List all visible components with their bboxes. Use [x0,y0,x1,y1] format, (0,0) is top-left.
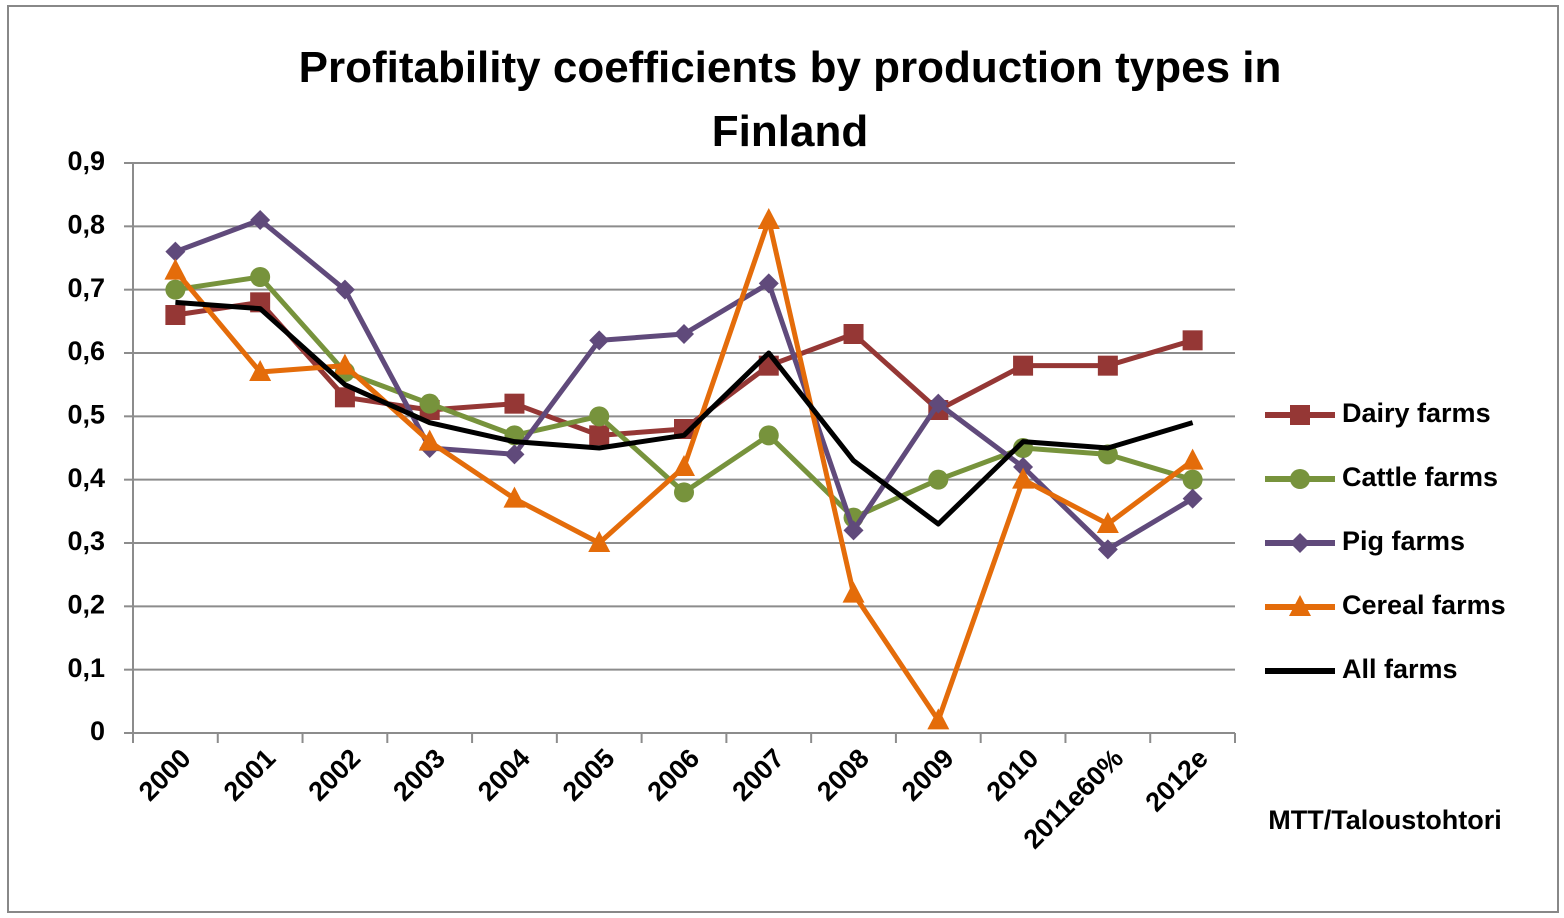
marker [250,210,271,230]
annotation: MTT/Taloustohtori [1268,805,1501,835]
marker [673,455,695,476]
marker [589,330,610,351]
marker [418,429,441,451]
marker [333,353,356,375]
marker [1181,448,1204,470]
y-tick-label: 0,9 [67,146,105,176]
series-line [175,299,1194,527]
marker [165,305,186,325]
marker [1182,488,1203,509]
marker [928,469,949,490]
marker [1097,539,1118,560]
legend-marker [1289,595,1311,616]
marker [503,486,526,508]
y-tick-label: 0,7 [67,273,105,303]
legend-marker [1290,533,1310,553]
marker [504,444,525,465]
marker [589,425,610,446]
marker [842,581,865,603]
marker [1182,469,1203,490]
y-tick-label: 0,3 [67,526,105,556]
marker [758,273,779,294]
marker [1182,330,1203,351]
marker [250,267,271,287]
marker [588,531,611,552]
marker [1012,467,1035,489]
y-tick-label: 0,1 [67,653,105,683]
marker [758,425,779,446]
y-tick-label: 0,2 [67,589,105,619]
marker [1096,512,1119,533]
legend-label: Cattle farms [1342,462,1498,492]
legend-label: Pig farms [1342,526,1465,556]
legend-label: Dairy farms [1342,398,1491,428]
legend-label: All farms [1342,654,1458,684]
marker [504,393,525,414]
y-tick-label: 0,8 [67,209,105,239]
marker [334,387,355,408]
y-tick-label: 0,4 [67,463,105,493]
chart-title: Profitability coefficients by production… [298,43,1282,156]
legend-marker [1290,469,1310,489]
legend-marker [1290,405,1310,425]
legend-label: Cereal farms [1342,590,1506,620]
y-tick-label: 0,6 [67,336,105,366]
marker [249,360,272,381]
marker [589,406,610,427]
marker [164,258,187,280]
y-tick-label: 0 [90,716,105,746]
marker [927,708,950,730]
marker [843,520,864,541]
marker [419,393,440,414]
marker [757,208,780,229]
marker [1013,457,1034,477]
marker [674,324,694,344]
marker [165,279,186,300]
marker [1097,355,1118,376]
marker [334,279,355,300]
marker [1013,355,1034,376]
marker [928,393,949,414]
marker [843,324,864,344]
marker [165,241,186,262]
marker [674,482,694,503]
y-tick-label: 0,5 [67,399,105,429]
chart-border [7,5,1559,913]
